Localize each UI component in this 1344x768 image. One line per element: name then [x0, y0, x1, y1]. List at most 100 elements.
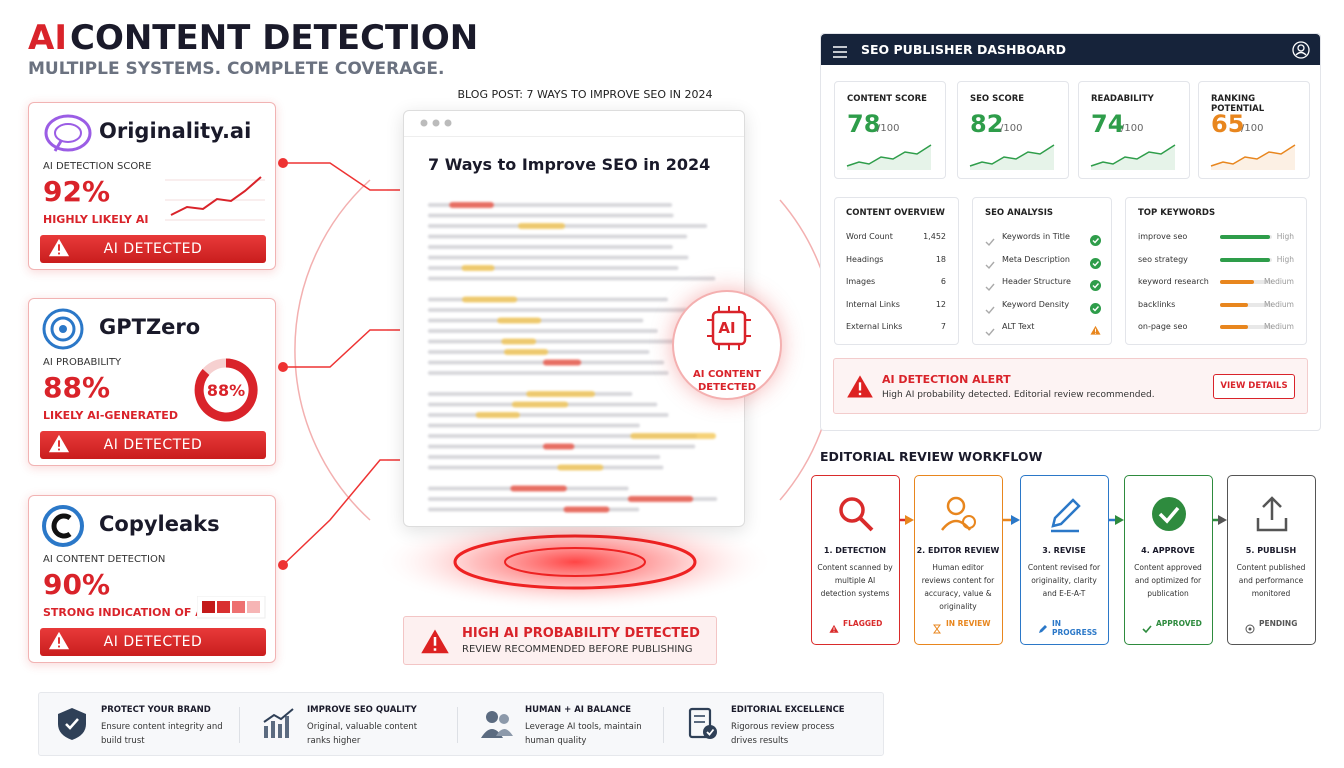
divider — [457, 707, 458, 743]
keyword-bar — [1220, 280, 1254, 284]
score-card: CONTENT SCORE 78/100 — [834, 81, 946, 179]
status-icon — [932, 619, 942, 638]
menu-icon — [833, 43, 847, 62]
seo-analysis: SEO ANALYSIS Keywords in Title Meta Descri… — [972, 197, 1112, 345]
ring — [193, 357, 259, 427]
overview-label: Headings — [846, 254, 884, 264]
sparkline — [165, 165, 265, 229]
step-title: 2. EDITOR REVIEW — [916, 546, 1000, 555]
score-card: READABILITY 74/100 — [1078, 81, 1190, 179]
score-label: SEO SCORE — [970, 94, 1025, 104]
score-label: CONTENT SCORE — [847, 94, 927, 104]
benefit-icon — [55, 706, 89, 746]
step-status: PENDING — [1259, 619, 1298, 628]
status-icon — [829, 619, 839, 638]
badge-text: AI DETECTED — [103, 437, 203, 453]
chip-label: AI CONTENT DETECTED — [693, 369, 761, 393]
status-icon — [1245, 619, 1255, 638]
metric-label: AI DETECTION SCORE — [43, 161, 152, 172]
workflow-arrow — [900, 512, 914, 531]
benefit-text: Rigorous review process drives results — [731, 722, 835, 746]
alert-icon — [420, 627, 450, 661]
detected-badge: AI DETECTED — [40, 628, 266, 656]
benefit-text: Original, valuable content ranks higher — [307, 722, 418, 746]
step-status: FLAGGED — [843, 619, 883, 628]
step-title: 5. PUBLISH — [1245, 546, 1297, 555]
step-status: IN REVIEW — [946, 619, 991, 628]
score-sparkline — [1089, 142, 1179, 174]
detected-badge: AI DETECTED — [40, 235, 266, 263]
alert-text: High AI probability detected. Editorial … — [882, 390, 1155, 400]
score-unit: /100 — [877, 123, 900, 134]
benefit-icon — [479, 706, 515, 746]
title: CONTENT DETECTION — [70, 18, 479, 58]
score-value: 65 — [1211, 110, 1245, 138]
overview-label: Internal Links — [846, 299, 900, 309]
ring-label: 88% — [206, 381, 246, 400]
step-text: Content published and performance monito… — [1236, 563, 1306, 598]
status-icon — [1090, 321, 1101, 340]
overview-value: 7 — [940, 322, 946, 331]
workflow-step: 3. REVISE Content revised for originality… — [1020, 475, 1109, 645]
high-ai-alert: HIGH AI PROBABILITY DETECTED REVIEW RECOM… — [403, 616, 717, 665]
score-label: READABILITY — [1091, 94, 1154, 104]
overview-label: External Links — [846, 322, 903, 331]
chip-text: AI — [718, 319, 736, 337]
workflow-step: 1. DETECTION Content scanned by multiple … — [811, 475, 900, 645]
detector-name: Originality.ai — [99, 119, 252, 143]
detector-logo — [41, 307, 95, 355]
badge-text: AI DETECTED — [103, 241, 203, 257]
benefit-icon — [685, 706, 721, 746]
alert-text: REVIEW RECOMMENDED BEFORE PUBLISHING — [462, 644, 693, 655]
step-text: Content revised for originality, clarity… — [1027, 563, 1101, 598]
badge-text: AI DETECTED — [103, 634, 203, 650]
keyword-level: Medium — [1264, 299, 1294, 309]
overview-value: 12 — [935, 299, 946, 309]
workflow-step: 5. PUBLISH Content published and performa… — [1227, 475, 1316, 645]
divider — [663, 707, 664, 743]
document-title: 7 Ways to Improve SEO in 2024 — [428, 155, 711, 174]
workflow-step: 2. EDITOR REVIEW Human editor reviews con… — [914, 475, 1003, 645]
detector-name: GPTZero — [99, 315, 201, 339]
verdict: HIGHLY LIKELY AI — [43, 213, 149, 226]
overview-value: 1,452 — [923, 232, 946, 241]
step-title: 4. APPROVE — [1141, 546, 1195, 555]
status-icon — [1142, 619, 1152, 638]
status-icon — [1090, 254, 1101, 273]
content-overview: CONTENT OVERVIEW Word Count 1,452 Headings 1… — [834, 197, 959, 345]
panel-title: TOP KEYWORDS — [1138, 208, 1216, 218]
benefit-title: EDITORIAL EXCELLENCE — [731, 705, 845, 715]
verdict: STRONG INDICATION OF AI — [43, 606, 208, 619]
analysis-label: Keywords in Title — [1002, 232, 1070, 241]
panel-title: CONTENT OVERVIEW — [846, 208, 945, 218]
alert-title: AI DETECTION ALERT — [882, 373, 1011, 386]
score-value: 74 — [1091, 110, 1125, 138]
score-unit: /100 — [1241, 123, 1264, 134]
workflow-arrow — [1003, 512, 1020, 531]
detector-card: GPTZero AI PROBABILITY 88% LIKELY AI-GENERA… — [28, 298, 276, 466]
keyword-level: Medium — [1264, 277, 1294, 286]
benefit-icon — [261, 706, 297, 746]
subtitle: MULTIPLE SYSTEMS. COMPLETE COVERAGE. — [28, 59, 445, 79]
indicator-blocks — [196, 595, 267, 624]
step-status: IN PROGRESS — [1052, 619, 1098, 637]
verdict: LIKELY AI-GENERATED — [43, 409, 178, 422]
step-icon — [1149, 494, 1189, 538]
benefit-text: Leverage AI tools, maintain human qualit… — [525, 722, 642, 746]
step-icon — [1045, 494, 1085, 538]
score-sparkline — [968, 142, 1058, 174]
ai-detected-chip: AI AI CONTENT DETECTED — [672, 290, 782, 400]
detection-alert: AI DETECTION ALERT High AI probability de… — [833, 358, 1308, 414]
workflow-arrow — [1109, 512, 1124, 531]
workflow-title: EDITORIAL REVIEW WORKFLOW — [820, 449, 1043, 464]
user-icon — [1291, 40, 1311, 64]
keyword-bar — [1220, 257, 1270, 262]
status-icon — [1090, 276, 1101, 295]
view-details-button[interactable]: VIEW DETAILS — [1213, 374, 1295, 399]
chip-icon — [699, 304, 759, 360]
dashboard: SEO PUBLISHER DASHBOARD CONTENT SCORE 78/1… — [820, 33, 1321, 431]
metric-label: AI PROBABILITY — [43, 357, 122, 368]
detector-logo — [41, 504, 95, 552]
